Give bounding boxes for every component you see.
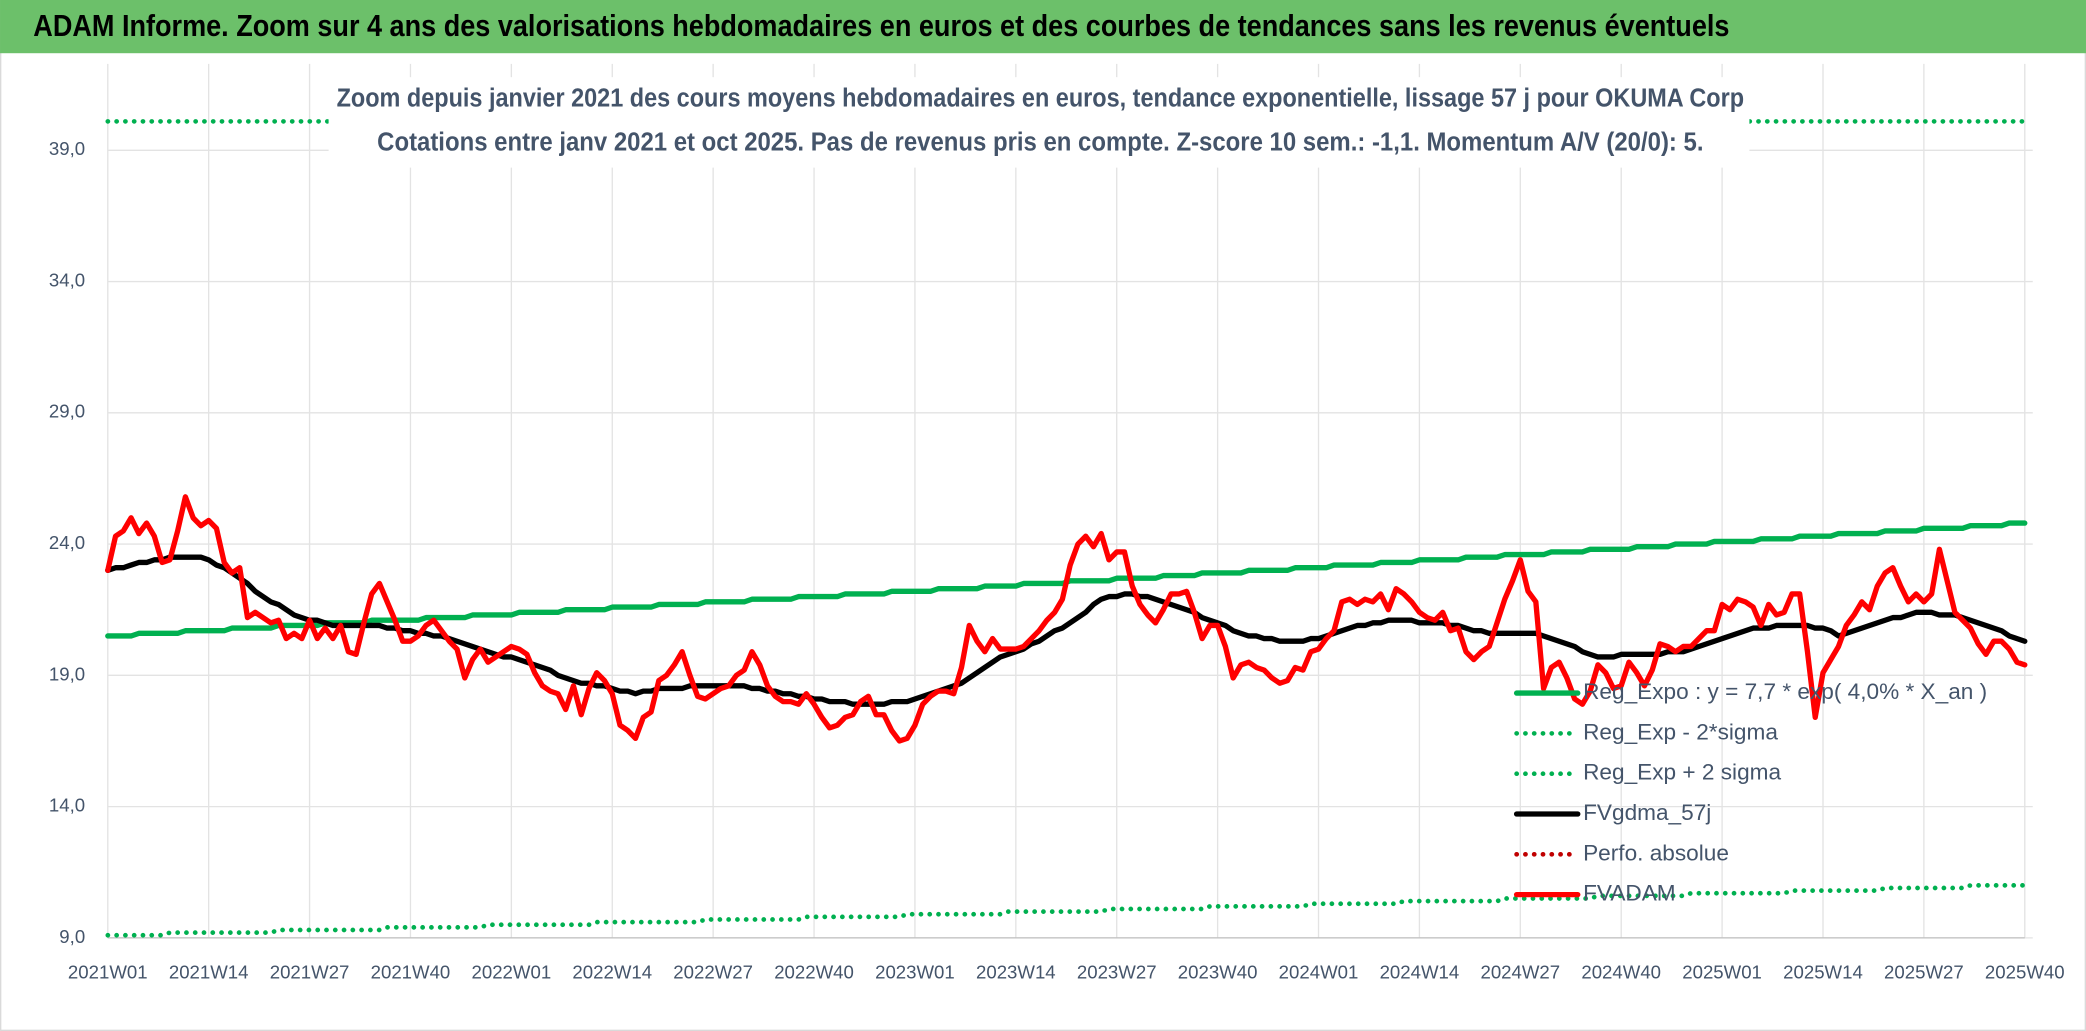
legend: Reg_Expo : y = 7,7 * exp( 4,0% * X_an ) R… — [1513, 679, 1987, 906]
x-tick-label: 2023W01 — [875, 962, 955, 983]
y-tick-label: 19,0 — [49, 663, 85, 684]
grid: 9,0 14,0 19,0 24,0 29,0 34,0 39,0 2021W01 2021W1… — [49, 63, 2065, 983]
y-tick-label: 29,0 — [49, 401, 85, 422]
y-tick-label: 9,0 — [59, 926, 85, 947]
x-tick-label: 2021W01 — [68, 962, 148, 983]
legend-label: FVgdma_57j — [1583, 800, 1711, 825]
legend-label: Reg_Exp + 2 sigma — [1583, 760, 1781, 785]
y-tick-label: 24,0 — [49, 532, 85, 553]
x-tick-label: 2024W01 — [1279, 962, 1359, 983]
x-tick-label: 2024W14 — [1380, 962, 1460, 983]
x-tick-label: 2022W27 — [673, 962, 753, 983]
x-tick-label: 2023W27 — [1077, 962, 1157, 983]
subtitle: Zoom depuis janvier 2021 des cours moyen… — [337, 85, 1744, 113]
series-line — [105, 494, 2028, 744]
x-tick-label: 2025W14 — [1783, 962, 1863, 983]
legend-label: Reg_Exp - 2*sigma — [1583, 719, 1778, 744]
x-tick-label: 2025W40 — [1985, 962, 2065, 983]
x-tick-label: 2022W40 — [774, 962, 854, 983]
x-tick-label: 2023W14 — [976, 962, 1056, 983]
y-tick-label: 14,0 — [49, 795, 85, 816]
chart-title: ADAM Informe. Zoom sur 4 ans des valoris… — [33, 9, 1729, 43]
x-tick-label: 2022W14 — [572, 962, 652, 983]
x-tick-label: 2023W40 — [1178, 962, 1258, 983]
y-tick-label: 34,0 — [49, 269, 85, 290]
y-tick-label: 39,0 — [49, 138, 85, 159]
x-tick-label: 2021W14 — [169, 962, 249, 983]
x-tick-label: 2025W01 — [1682, 962, 1762, 983]
x-tick-label: 2021W40 — [371, 962, 451, 983]
x-tick-label: 2021W27 — [270, 962, 350, 983]
x-tick-label: 2022W01 — [472, 962, 552, 983]
series-line — [105, 554, 2028, 707]
x-tick-label: 2024W40 — [1581, 962, 1661, 983]
x-tick-label: 2025W27 — [1884, 962, 1964, 983]
header-band — [0, 0, 2086, 54]
legend-label: FVADAM — [1583, 881, 1676, 906]
subtitle: Cotations entre janv 2021 et oct 2025. P… — [377, 129, 1703, 157]
subtitle-box — [328, 77, 1750, 168]
x-tick-label: 2024W27 — [1480, 962, 1560, 983]
legend-label: Reg_Expo : y = 7,7 * exp( 4,0% * X_an ) — [1583, 679, 1987, 704]
legend-label: Perfo. absolue — [1583, 840, 1729, 865]
